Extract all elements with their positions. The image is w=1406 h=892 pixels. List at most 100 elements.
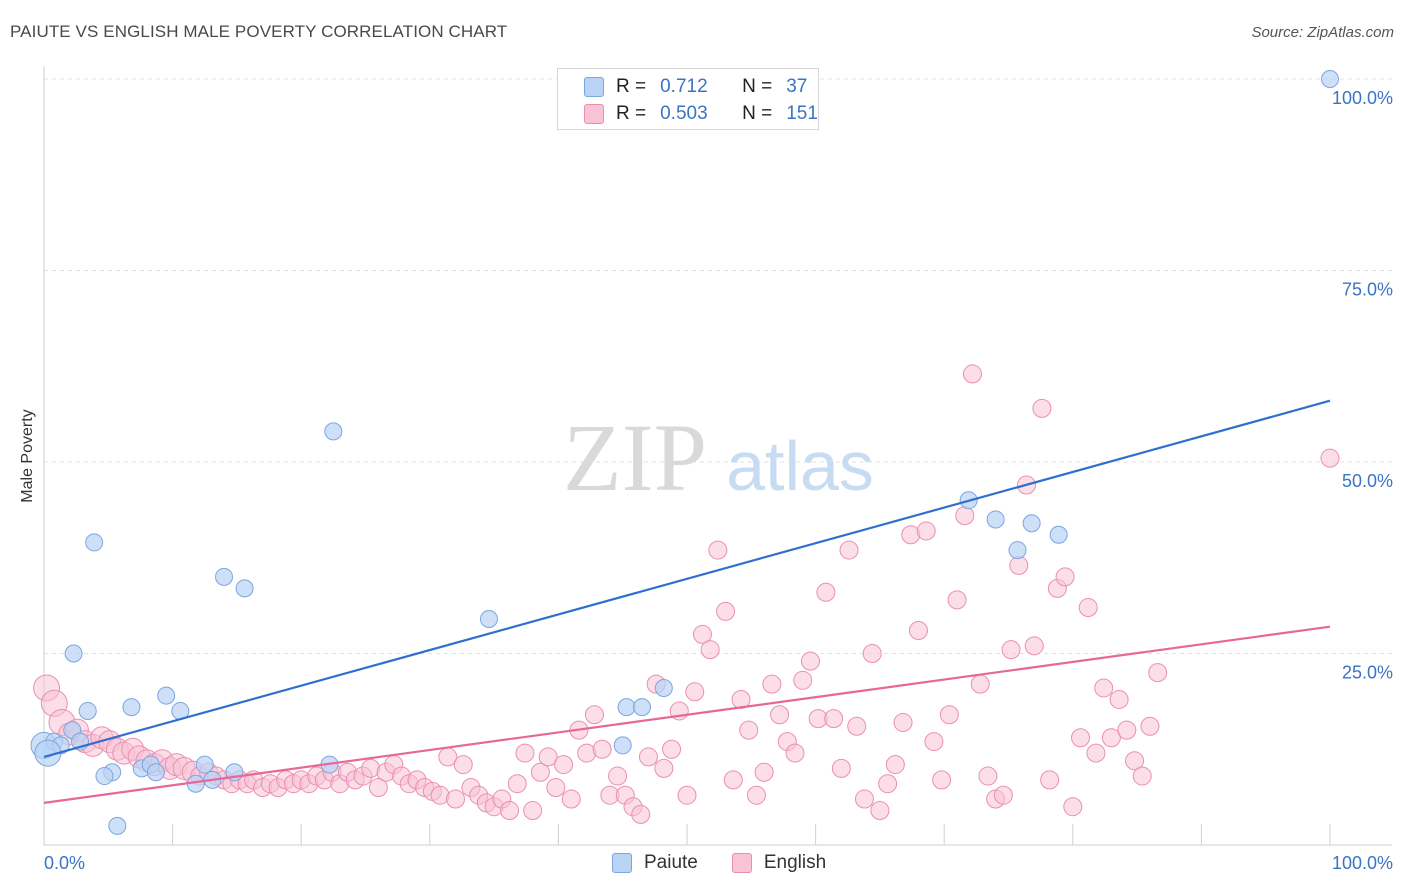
english-point <box>631 804 651 824</box>
english-point <box>962 364 982 384</box>
english-point <box>824 709 844 729</box>
english-point <box>368 778 388 798</box>
english-point <box>1001 640 1021 660</box>
english-point <box>692 624 712 644</box>
english-point <box>916 521 936 541</box>
paiute-point <box>195 755 214 774</box>
english-point <box>677 785 697 805</box>
english-point <box>1148 663 1168 683</box>
english-point <box>507 774 527 794</box>
english-point <box>538 747 558 767</box>
english-point <box>932 770 952 790</box>
legend-n-value: 151 <box>786 103 818 124</box>
english-point <box>1078 598 1098 618</box>
legend-n-label: N = <box>742 103 773 124</box>
english-point <box>893 712 913 732</box>
english-point <box>739 720 759 740</box>
paiute-swatch <box>612 853 632 873</box>
paiute-point <box>122 698 141 717</box>
english-point <box>1094 678 1114 698</box>
paiute-point <box>95 767 114 786</box>
english-point <box>1055 567 1075 587</box>
tick-labels: 25.0% 50.0% 75.0% 100.0% 0.0% 100.0% <box>44 88 1393 873</box>
english-point <box>1040 770 1060 790</box>
legend-r-value: 0.712 <box>660 76 708 97</box>
watermark: ZIP atlas <box>563 404 874 511</box>
paiute-point <box>108 816 127 835</box>
paiute-point <box>613 736 632 755</box>
english-point <box>1117 720 1137 740</box>
english-point <box>831 758 851 778</box>
english-point <box>970 674 990 694</box>
english-point <box>746 785 766 805</box>
english-point <box>1063 797 1083 817</box>
english-swatch <box>584 104 604 124</box>
paiute-point <box>157 686 176 705</box>
source-label: Source: ZipAtlas.com <box>1251 24 1394 41</box>
english-point <box>854 789 874 809</box>
english-point <box>1024 636 1044 656</box>
paiute-point <box>64 644 83 663</box>
english-point <box>993 785 1013 805</box>
english-point <box>1101 728 1121 748</box>
paiute-point <box>1049 525 1068 544</box>
english-point <box>446 789 466 809</box>
english-point <box>723 770 743 790</box>
watermark-atlas: atlas <box>726 427 874 505</box>
bottom-legend: Paiute English <box>612 852 860 874</box>
english-point <box>816 582 836 602</box>
english-point <box>870 801 890 821</box>
english-point <box>1125 751 1145 771</box>
paiute-point <box>215 567 234 586</box>
paiute-point <box>632 698 651 717</box>
english-point <box>638 747 658 767</box>
english-point <box>1320 448 1340 468</box>
bottom-legend-paiute: Paiute <box>612 852 698 874</box>
legend-r-value: 0.503 <box>660 103 708 124</box>
english-point <box>530 762 550 782</box>
english-point <box>500 801 520 821</box>
english-point <box>1009 555 1029 575</box>
legend-row-english: R = 0.503 N = 151 <box>584 102 818 126</box>
english-trend-line <box>43 625 1331 804</box>
paiute-point <box>1022 514 1041 533</box>
x-tick-label: 0.0% <box>44 853 85 873</box>
paiute-point <box>479 610 498 629</box>
legend-n-label: N = <box>742 76 773 97</box>
english-point <box>939 705 959 725</box>
x-tick-label: 100.0% <box>1332 853 1393 873</box>
y-tick-label: 75.0% <box>1342 280 1393 300</box>
english-point <box>847 716 867 736</box>
trend-lines <box>43 399 1331 804</box>
paiute-point <box>324 422 343 441</box>
legend-r-label: R = <box>616 103 647 124</box>
english-point <box>584 705 604 725</box>
english-point <box>785 743 805 763</box>
paiute-point <box>235 579 254 598</box>
english-point <box>716 601 736 621</box>
english-point <box>546 778 566 798</box>
paiute-trend-line <box>43 399 1331 758</box>
english-point <box>908 621 928 641</box>
english-point <box>592 739 612 759</box>
bottom-legend-label: Paiute <box>644 852 698 873</box>
paiute-point <box>986 510 1005 529</box>
english-point <box>554 755 574 775</box>
paiute-point <box>85 533 104 552</box>
legend-n-value: 37 <box>786 76 808 97</box>
bottom-legend-label: English <box>763 852 827 873</box>
paiute-point <box>1321 70 1339 88</box>
english-point <box>608 766 628 786</box>
english-point <box>700 640 720 660</box>
english-point <box>793 670 813 690</box>
english-point <box>515 743 535 763</box>
english-point <box>800 651 820 671</box>
english-point <box>523 801 543 821</box>
english-point <box>947 590 967 610</box>
english-point <box>924 732 944 752</box>
paiute-swatch <box>584 77 604 97</box>
chart-title: PAIUTE VS ENGLISH MALE POVERTY CORRELATI… <box>10 22 508 41</box>
english-swatch <box>731 853 752 873</box>
paiute-point <box>1008 541 1027 560</box>
